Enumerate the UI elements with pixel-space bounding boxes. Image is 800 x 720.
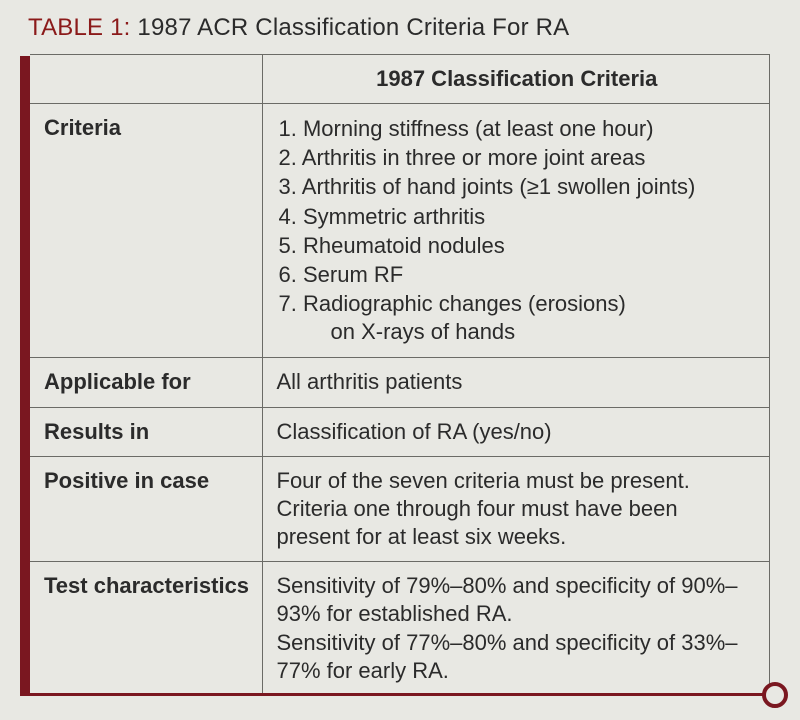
list-item: Rheumatoid nodules: [279, 232, 758, 260]
table-row: Applicable for All arthritis patients: [30, 358, 770, 407]
accent-bottom-line: [30, 693, 776, 696]
row-label-criteria: Criteria: [30, 104, 262, 358]
row-value-applicable: All arthritis patients: [262, 358, 770, 407]
criteria-7-line1: Radiographic changes (erosions): [303, 291, 626, 316]
table-row: Criteria Morning stiffness (at least one…: [30, 104, 770, 358]
table-row: Results in Classification of RA (yes/no): [30, 407, 770, 456]
list-item: Symmetric arthritis: [279, 203, 758, 231]
header-left-empty: [30, 55, 262, 104]
accent-circle-icon: [762, 682, 788, 708]
row-label-test: Test characteristics: [30, 562, 262, 695]
row-value-criteria: Morning stiffness (at least one hour) Ar…: [262, 104, 770, 358]
classification-table: 1987 Classification Criteria Criteria Mo…: [30, 54, 770, 695]
row-value-test: Sensitivity of 79%–80% and specificity o…: [262, 562, 770, 695]
list-item: Arthritis in three or more joint areas: [279, 144, 758, 172]
test-line2: Sensitivity of 77%–80% and specificity o…: [277, 630, 738, 683]
table-row: Positive in case Four of the seven crite…: [30, 456, 770, 561]
accent-vertical-bar: [20, 56, 30, 696]
row-value-positive: Four of the seven criteria must be prese…: [262, 456, 770, 561]
row-label-applicable: Applicable for: [30, 358, 262, 407]
criteria-7-line2: on X-rays of hands: [305, 318, 758, 346]
list-item: Radiographic changes (erosions) on X-ray…: [279, 290, 758, 346]
list-item: Morning stiffness (at least one hour): [279, 115, 758, 143]
header-right: 1987 Classification Criteria: [262, 55, 770, 104]
table-row: Test characteristics Sensitivity of 79%–…: [30, 562, 770, 695]
row-label-positive: Positive in case: [30, 456, 262, 561]
list-item: Serum RF: [279, 261, 758, 289]
test-line1: Sensitivity of 79%–80% and specificity o…: [277, 573, 738, 626]
list-item: Arthritis of hand joints (≥1 swollen joi…: [279, 173, 758, 201]
table-title: 1987 ACR Classification Criteria For RA: [137, 14, 569, 41]
row-value-results: Classification of RA (yes/no): [262, 407, 770, 456]
table-caption: TABLE 1: 1987 ACR Classification Criteri…: [0, 0, 800, 54]
table-number-label: TABLE 1:: [28, 14, 131, 41]
row-label-results: Results in: [30, 407, 262, 456]
criteria-list: Morning stiffness (at least one hour) Ar…: [277, 115, 758, 346]
